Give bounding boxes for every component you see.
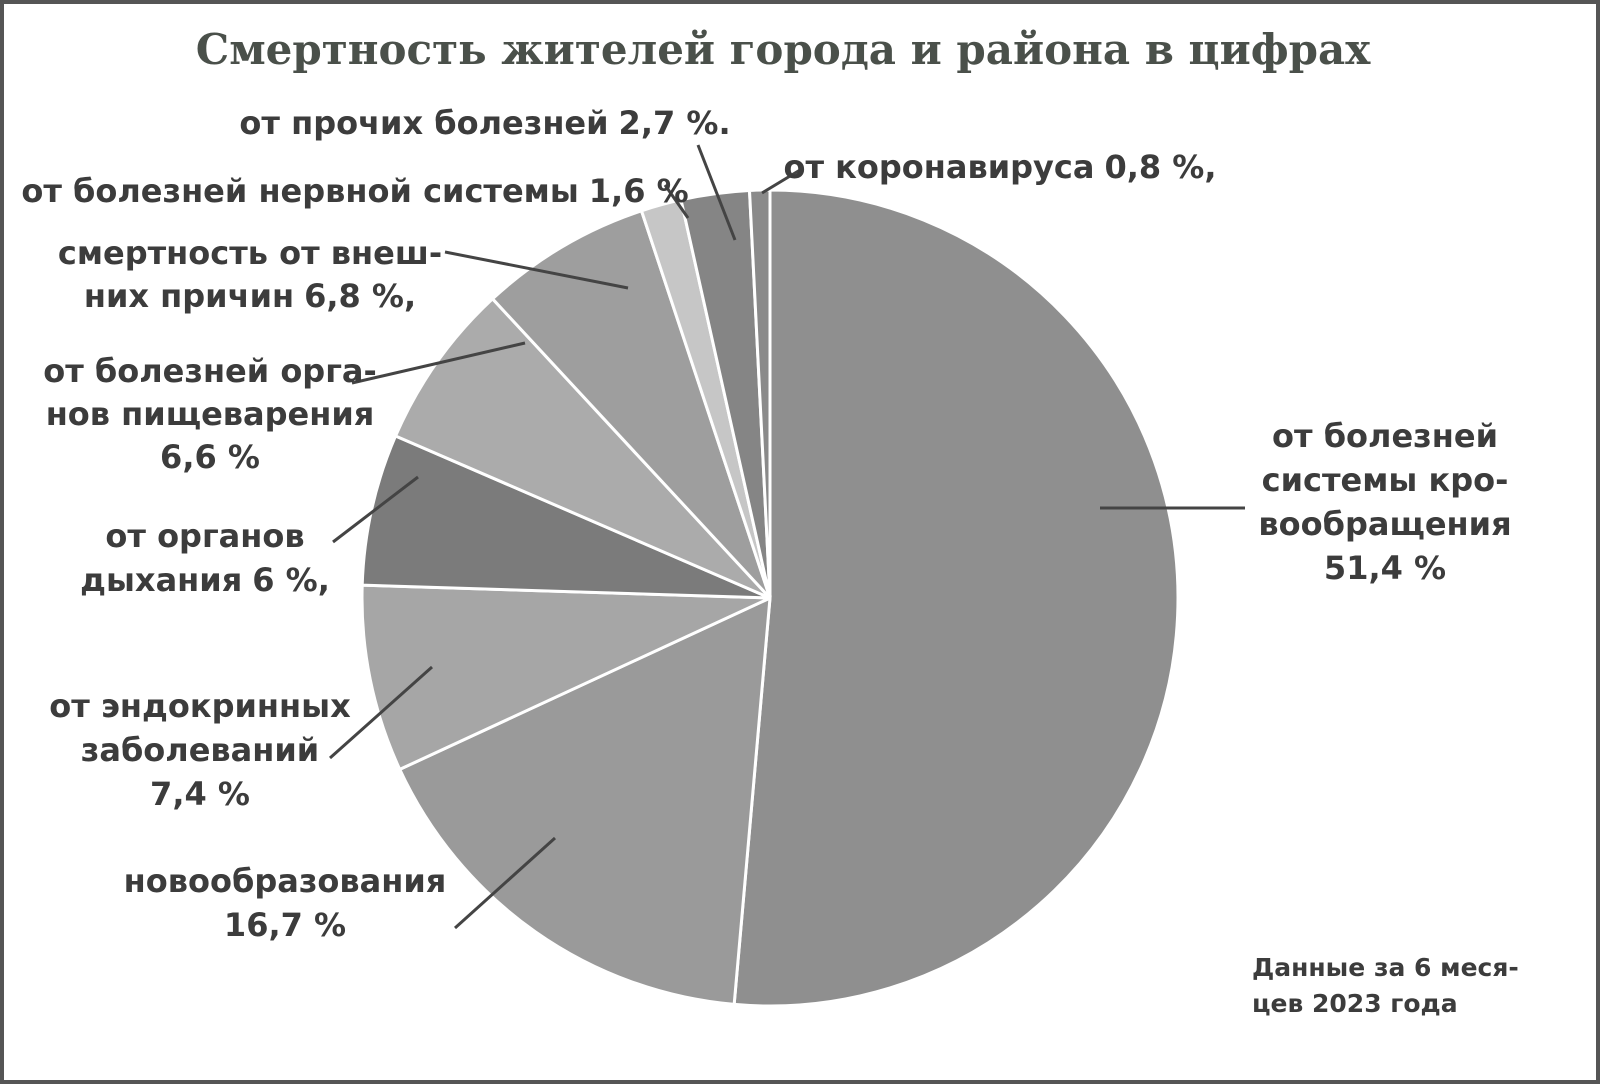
- slice-label: смертность от внеш-них причин: [58, 234, 442, 315]
- label-line: них причин: [84, 277, 294, 315]
- leader-line: [329, 665, 433, 760]
- slice-label: от прочих болезней: [239, 104, 608, 142]
- label-line: от эндокринных: [49, 687, 351, 725]
- label-line: системы кро-: [1262, 461, 1509, 499]
- value-label: 0,8 %,: [1104, 148, 1216, 186]
- pie-slice: [747, 188, 772, 599]
- slice-label: от коронавируса: [783, 148, 1094, 186]
- value-label: 51,4 %: [1324, 549, 1446, 587]
- slice-label: новообразования: [124, 862, 447, 900]
- leader-line: [761, 168, 801, 195]
- chart-title: Смертность жителей города и района в циф…: [196, 25, 1371, 74]
- value-label: 1,6 %: [589, 172, 689, 210]
- value-label: 6 %,: [252, 561, 330, 599]
- label-line: от болезней нервной системы: [21, 172, 578, 210]
- slice-label: от эндокринных заболеваний: [49, 687, 351, 769]
- value-label: 6,6 %: [160, 438, 260, 476]
- label-line: от болезней орга-: [43, 352, 377, 390]
- slice-label: от болезней нервной системы: [21, 172, 578, 210]
- leader-line: [351, 341, 526, 385]
- value-label: 7,4 %: [150, 775, 250, 813]
- leader-line: [444, 250, 629, 290]
- slice-label: от болезней системы кро-вообращения: [1258, 417, 1511, 543]
- label-line: от органов: [105, 517, 304, 555]
- leader-line: [332, 475, 419, 544]
- pie-slice: [360, 583, 771, 772]
- note: Данные за 6 меся-цев 2023 года: [1252, 953, 1519, 1018]
- note-line: цев 2023 года: [1252, 989, 1458, 1018]
- label-line: от коронавируса: [783, 148, 1094, 186]
- label-line: заболеваний: [81, 731, 319, 769]
- label-line: вообращения: [1258, 505, 1511, 543]
- value-label: 16,7 %: [224, 906, 346, 944]
- pie-slice: [397, 595, 772, 1007]
- label-line: от болезней: [1272, 417, 1498, 455]
- slice-label: от болезней орга-нов пищеварения: [43, 352, 377, 433]
- value-label: 2,7 %.: [619, 104, 731, 142]
- label-line: смертность от внеш-: [58, 234, 442, 272]
- note-line: Данные за 6 меся-: [1252, 953, 1519, 982]
- pie-slice: [732, 188, 1180, 1008]
- pie-slice: [490, 208, 772, 600]
- label-line: дыхания: [80, 561, 242, 599]
- value-label: 6,8 %,: [304, 277, 416, 315]
- slice-label: от органов дыхания: [80, 517, 304, 599]
- leader-line: [663, 184, 690, 219]
- label-line: нов пищеварения: [46, 395, 375, 433]
- leader-line: [696, 144, 737, 241]
- leader-line: [453, 836, 557, 930]
- pie-slice: [360, 433, 771, 600]
- label-line: от прочих болезней: [239, 104, 608, 142]
- label-line: новообразования: [124, 862, 447, 900]
